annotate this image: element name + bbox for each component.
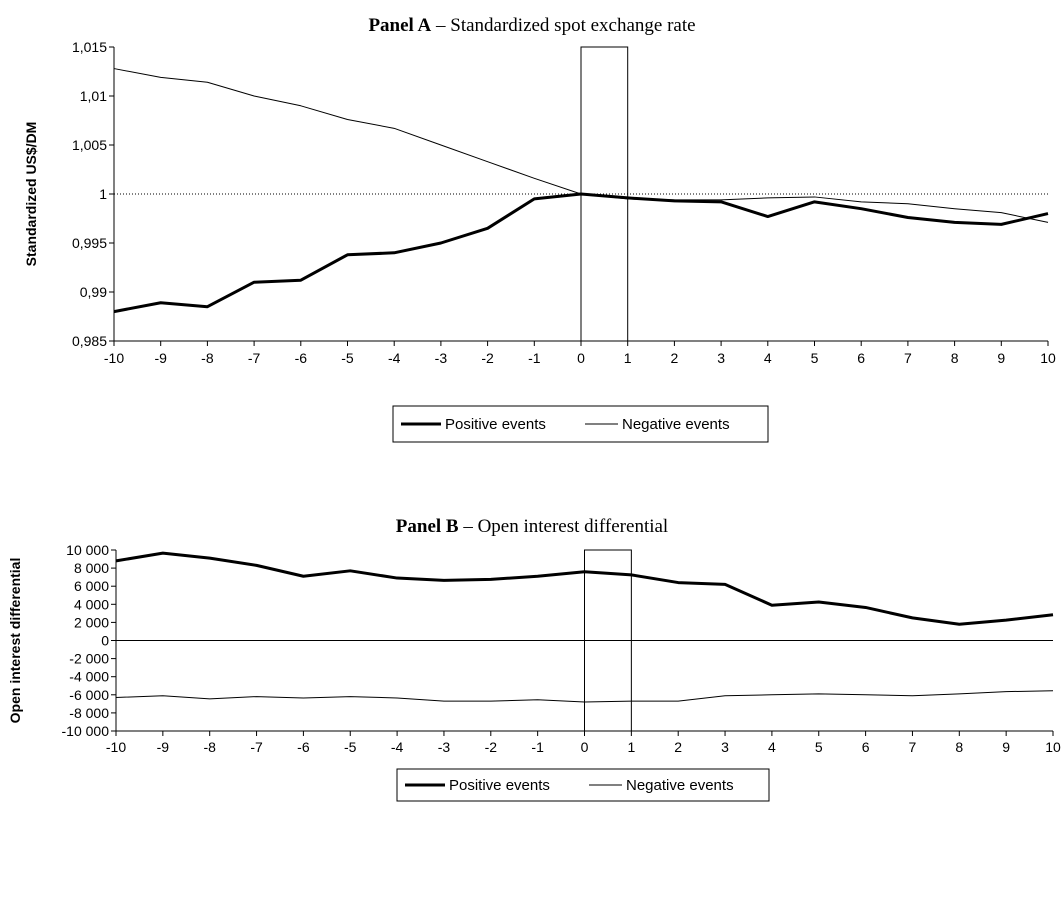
panel-a-x-tick-label: 6 xyxy=(857,350,865,366)
panel-b-x-tick-label: 10 xyxy=(1045,739,1061,755)
panel-b-legend-positive-label: Positive events xyxy=(449,777,550,794)
panel-b-y-tick-label: 0 xyxy=(101,633,109,649)
panel-a-x-tick-label: 7 xyxy=(904,350,912,366)
panel-b-x-tick-label: 8 xyxy=(955,739,963,755)
panel-a-y-tick-label: 0,99 xyxy=(80,284,107,300)
panel-b-event-window xyxy=(584,549,632,732)
panel-b-x-tick-label: 6 xyxy=(862,739,870,755)
panel-b-x-tick-label: -8 xyxy=(203,739,216,755)
panel-b-x-tick-label: 7 xyxy=(909,739,917,755)
panel-a-x-tick-label: 8 xyxy=(951,350,959,366)
panel-b-x-tick-label: -6 xyxy=(297,739,310,755)
panel-a-x-tick-label: -7 xyxy=(248,350,261,366)
panel-b-x-tick-label: 5 xyxy=(815,739,823,755)
panel-a-title: Panel A – Standardized spot exchange rat… xyxy=(0,15,1064,37)
panel-a-x-tick-label: 9 xyxy=(997,350,1005,366)
panel-b-y-tick-label: -8 000 xyxy=(69,705,109,721)
panel-b-title: Panel B – Open interest differential xyxy=(0,516,1064,538)
panel-a-x-tick-label: -4 xyxy=(388,350,401,366)
panel-a-x-tick-label: 4 xyxy=(764,350,772,366)
panel-b-x-tick-label: 0 xyxy=(581,739,589,755)
panel-a-y-tick-label: 1,005 xyxy=(72,137,107,153)
panel-a-x-tick-label: 1 xyxy=(624,350,632,366)
panel-b-y-tick-label: 6 000 xyxy=(74,578,109,594)
panel-a-x-tick-label: -3 xyxy=(435,350,448,366)
panel-b-series-positive-line xyxy=(115,551,1054,626)
panel-b-y-tick-label: -6 000 xyxy=(69,687,109,703)
panel-a-y-tick-label: 0,995 xyxy=(72,235,107,251)
panel-b-x-tick-label: -1 xyxy=(531,739,544,755)
panel-b-y-tick-label: -2 000 xyxy=(69,651,109,667)
panel-a-x-tick-label: 10 xyxy=(1040,350,1056,366)
panel-a-y-tick-label: 1 xyxy=(99,186,107,202)
panel-a-x-tick-label: -10 xyxy=(104,350,124,366)
panel-b-y-tick-label: 4 000 xyxy=(74,596,109,612)
panel-b-title-prefix: Panel B xyxy=(395,516,459,537)
panel-b-x-tick-label: -4 xyxy=(391,739,404,755)
panel-b-x-tick-label: -5 xyxy=(344,739,357,755)
panel-b-legend xyxy=(396,768,770,802)
panel-a-y-tick-label: 0,985 xyxy=(72,333,107,349)
panel-b-x-tick-label: 3 xyxy=(721,739,729,755)
panel-a-series-negative-line xyxy=(113,68,1049,223)
panel-b-x-tick-label: 2 xyxy=(674,739,682,755)
panel-a-x-tick-label: -5 xyxy=(341,350,354,366)
panel-a-x-tick-label: -6 xyxy=(295,350,308,366)
panel-a-x-tick-label: -2 xyxy=(481,350,494,366)
panel-b-x-tick-label: -3 xyxy=(438,739,451,755)
panel-a-title-prefix: Panel A xyxy=(368,15,432,36)
panel-b-x-tick-label: -10 xyxy=(106,739,126,755)
panel-b-legend-negative-label: Negative events xyxy=(626,777,734,794)
panel-a-legend xyxy=(392,405,769,443)
panel-b-x-tick-label: -2 xyxy=(485,739,498,755)
panel-a-x-tick-label: 3 xyxy=(717,350,725,366)
panel-a-x-tick-label: -1 xyxy=(528,350,541,366)
panel-b-y-tick-label: -10 000 xyxy=(62,723,110,739)
panel-a-x-tick-label: -9 xyxy=(154,350,167,366)
panel-b-x-tick-label: 4 xyxy=(768,739,776,755)
panel-b-series-negative-line xyxy=(115,690,1054,703)
panel-b-x-tick-label: -9 xyxy=(157,739,170,755)
panel-b-y-tick-label: 8 000 xyxy=(74,560,109,576)
panel-b-x-tick-label: 1 xyxy=(627,739,635,755)
panel-a-x-tick-label: -8 xyxy=(201,350,214,366)
panel-a-x-tick-label: 2 xyxy=(671,350,679,366)
panel-a-y-tick-label: 1,01 xyxy=(80,88,107,104)
panel-b-y-axis-label: Open interest differential xyxy=(7,558,23,724)
panel-b-x-tick-label: -7 xyxy=(250,739,263,755)
panel-b-title-suffix: – Open interest differential xyxy=(458,516,669,537)
panel-a-y-tick-label: 1,015 xyxy=(72,39,107,55)
panel-a-legend-negative-label: Negative events xyxy=(622,416,730,433)
panel-a-legend-positive-label: Positive events xyxy=(445,416,546,433)
panel-b-y-tick-label: -4 000 xyxy=(69,669,109,685)
panel-b-y-tick-label: 10 000 xyxy=(66,542,109,558)
panel-b-y-tick-label: 2 000 xyxy=(74,614,109,630)
panel-a-y-axis-label: Standardized US$/DM xyxy=(23,122,39,267)
panel-a-x-tick-label: 5 xyxy=(811,350,819,366)
panel-a-title-suffix: – Standardized spot exchange rate xyxy=(431,15,696,36)
panel-b-x-tick-label: 9 xyxy=(1002,739,1010,755)
panel-a-x-tick-label: 0 xyxy=(577,350,585,366)
